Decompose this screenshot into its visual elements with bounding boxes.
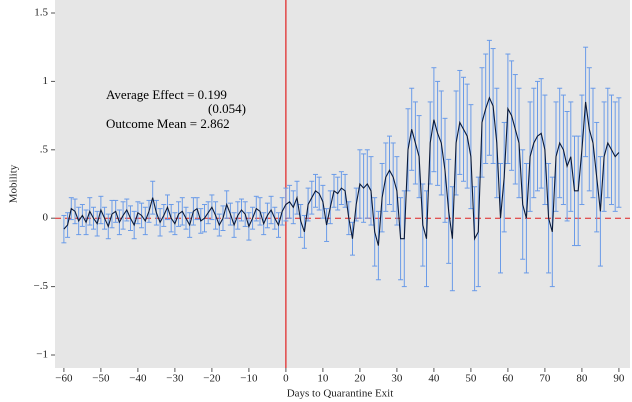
x-tick-label: 10	[317, 373, 329, 385]
x-tick-label: −20	[203, 373, 221, 385]
x-tick-label: 60	[502, 373, 514, 385]
y-tick-label: 1.5	[34, 7, 48, 19]
x-tick-label: 50	[465, 373, 477, 385]
x-tick-label: 90	[613, 373, 625, 385]
y-tick-label: .5	[40, 143, 49, 155]
y-tick-label: 1	[43, 75, 49, 87]
y-tick-label: −1	[36, 349, 48, 361]
x-axis-label: Days to Quarantine Exit	[287, 388, 394, 400]
data-line	[63, 96, 620, 246]
x-tick-label: −10	[240, 373, 258, 385]
y-tick-label: 0	[43, 212, 49, 224]
x-tick-label: 80	[576, 373, 588, 385]
y-tick-label: −.5	[34, 280, 49, 292]
x-tick-label: 20	[354, 373, 366, 385]
x-tick-label: −60	[55, 373, 73, 385]
x-tick-label: 40	[428, 373, 440, 385]
annotation: Outcome Mean = 2.862	[106, 116, 230, 131]
y-axis-label: Mobility	[8, 164, 20, 203]
x-tick-label: 0	[283, 373, 289, 385]
x-tick-label: −50	[92, 373, 110, 385]
x-tick-label: 30	[391, 373, 403, 385]
x-tick-label: −30	[166, 373, 184, 385]
x-tick-label: 70	[539, 373, 551, 385]
annotation: (0.054)	[208, 101, 246, 116]
annotation: Average Effect = 0.199	[106, 87, 227, 102]
plot-area	[55, 0, 630, 368]
x-tick-label: −40	[129, 373, 147, 385]
